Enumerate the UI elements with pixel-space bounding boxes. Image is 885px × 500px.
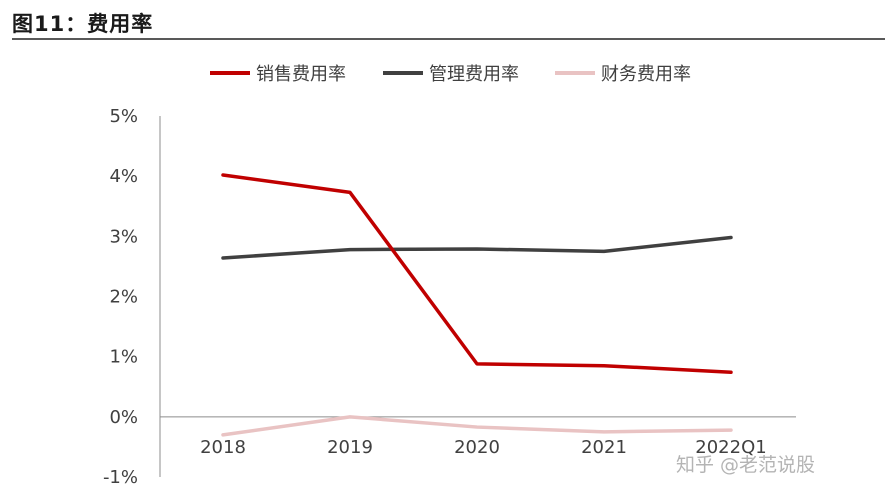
x-tick-label: 2019 [327, 437, 373, 458]
y-tick-label: 3% [109, 226, 138, 247]
title-divider [12, 38, 885, 40]
x-tick-label: 2020 [454, 437, 500, 458]
x-tick-label: 2021 [581, 437, 627, 458]
y-tick-label: 2% [109, 287, 138, 308]
legend-label: 财务费用率 [601, 64, 691, 85]
y-tick-label: 4% [109, 166, 138, 187]
figure-title: 图11：费用率 [12, 12, 154, 36]
x-tick-label: 2018 [200, 437, 246, 458]
legend-label: 管理费用率 [429, 64, 519, 85]
x-tick-label: 2022Q1 [695, 437, 766, 458]
legend-label: 销售费用率 [256, 64, 346, 85]
y-tick-label: 1% [109, 347, 138, 368]
series-line-1 [221, 173, 733, 375]
watermark: 知乎 @老范说股 [676, 454, 816, 476]
y-tick-label: 5% [109, 106, 138, 127]
series-line-2 [221, 235, 733, 260]
y-tick-label: -1% [103, 467, 138, 488]
series-line-3 [221, 415, 733, 437]
y-tick-label: 0% [109, 407, 138, 428]
